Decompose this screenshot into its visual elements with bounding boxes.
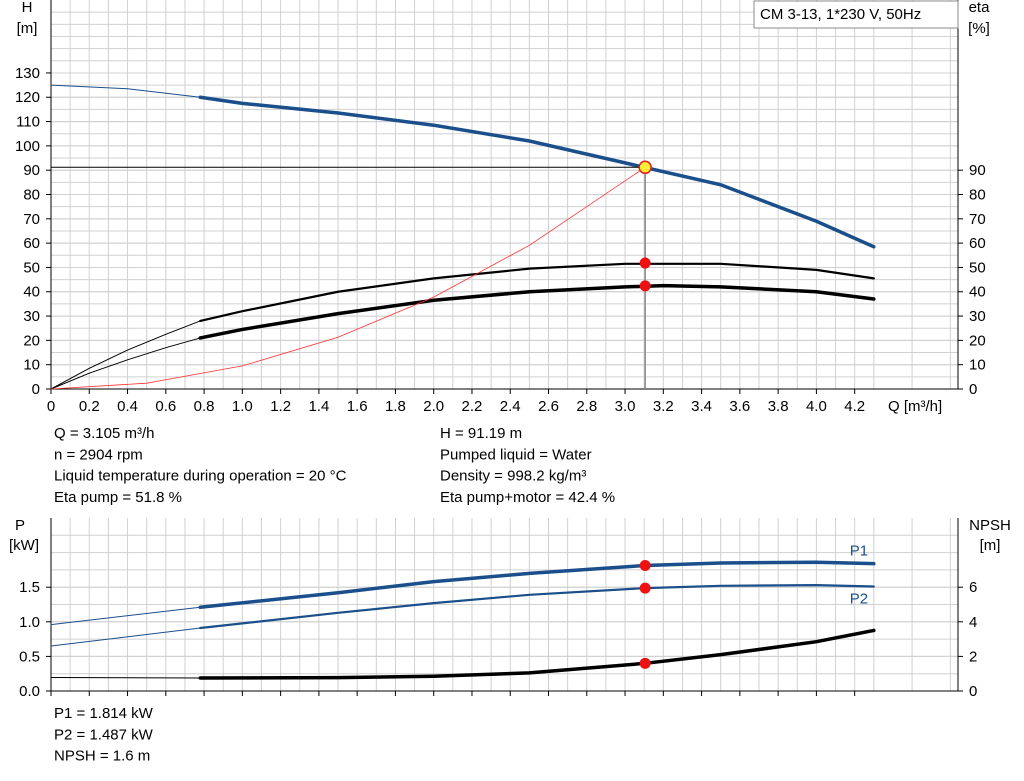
x-tick-label: 2.4	[500, 398, 521, 415]
x-tick-label: 2.0	[423, 398, 444, 415]
curve	[50, 606, 201, 626]
curve	[198, 560, 876, 610]
curve	[50, 337, 201, 390]
operating-point	[639, 257, 651, 269]
y-tick-label: 70	[23, 211, 40, 228]
y-tick-label: 1.0	[19, 614, 40, 631]
curve	[198, 283, 876, 340]
curve	[198, 95, 876, 249]
info-text: P2 = 1.487 kW	[54, 726, 154, 743]
chart-title: CM 3-13, 1*230 V, 50Hz	[760, 6, 921, 23]
info-text: NPSH = 1.6 m	[54, 748, 150, 765]
y2-axis-unit: [m]	[980, 537, 1001, 554]
y2-axis-label: eta	[969, 0, 991, 16]
x-tick-label: 1.4	[308, 398, 329, 415]
curve	[50, 677, 201, 679]
x-tick-label: 0.8	[194, 398, 215, 415]
info-text: n = 2904 rpm	[54, 446, 143, 463]
y-tick-label: 30	[23, 308, 40, 325]
y-axis-label: H	[22, 0, 33, 16]
curve	[50, 627, 201, 647]
curve	[198, 628, 876, 680]
y-tick-label: 0.5	[19, 648, 40, 665]
operating-point	[639, 280, 651, 292]
operating-point	[639, 559, 651, 571]
x-tick-label: 1.6	[347, 398, 368, 415]
info-text: Q = 3.105 m³/h	[54, 425, 154, 442]
x-tick-label: 3.2	[653, 398, 674, 415]
y2-tick-label: 4	[969, 614, 977, 631]
y2-tick-label: 50	[969, 259, 986, 276]
curve	[199, 584, 875, 630]
y2-axis-unit: [%]	[968, 20, 990, 37]
x-tick-label: 2.2	[462, 398, 483, 415]
x-tick-label: 1.2	[270, 398, 291, 415]
y-tick-label: 120	[15, 89, 40, 106]
operating-point	[638, 160, 652, 175]
x-tick-label: 0.4	[117, 398, 138, 415]
x-tick-label: 0	[47, 398, 55, 415]
x-tick-label: 2.8	[576, 398, 597, 415]
y-tick-label: 1.5	[19, 579, 40, 596]
x-tick-label: 3.6	[729, 398, 750, 415]
info-text: Eta pump = 51.8 %	[54, 489, 182, 506]
x-tick-label: 4.0	[806, 398, 827, 415]
x-tick-label: 4.2	[844, 398, 865, 415]
y-axis-unit: [kW]	[9, 537, 39, 554]
y2-tick-label: 60	[969, 235, 986, 252]
y2-tick-label: 10	[969, 357, 986, 374]
x-tick-label: 3.4	[691, 398, 712, 415]
y2-tick-label: 70	[969, 211, 986, 228]
series-label: P2	[850, 590, 868, 607]
curve	[50, 166, 646, 390]
y-tick-label: 40	[23, 284, 40, 301]
x-tick-label: 3.0	[615, 398, 636, 415]
y2-tick-label: 80	[969, 186, 986, 203]
y-tick-label: 50	[23, 259, 40, 276]
y2-tick-label: 20	[969, 332, 986, 349]
info-text: H = 91.19 m	[440, 425, 522, 442]
x-tick-label: 1.0	[232, 398, 253, 415]
series-label: P1	[850, 543, 868, 560]
y2-tick-label: 30	[969, 308, 986, 325]
x-tick-label: 3.8	[768, 398, 789, 415]
y-tick-label: 60	[23, 235, 40, 252]
title-box	[753, 0, 959, 29]
x-tick-label: 1.8	[385, 398, 406, 415]
y2-axis-label: NPSH	[969, 517, 1011, 534]
y-tick-label: 90	[23, 162, 40, 179]
y-tick-label: 80	[23, 186, 40, 203]
curve	[50, 320, 201, 390]
x-axis-label: Q [m³/h]	[888, 398, 942, 415]
x-tick-label: 2.6	[538, 398, 559, 415]
info-text: Pumped liquid = Water	[440, 446, 592, 463]
info-text: Liquid temperature during operation = 20…	[54, 468, 347, 485]
y-tick-label: 0	[32, 381, 40, 398]
y-tick-label: 130	[15, 65, 40, 82]
y-tick-label: 110	[16, 114, 40, 131]
y-tick-label: 20	[23, 332, 40, 349]
info-text: P1 = 1.814 kW	[54, 705, 154, 722]
operating-point	[639, 657, 651, 669]
y-axis-label: P	[15, 517, 25, 534]
y2-tick-label: 0	[969, 683, 977, 700]
y2-tick-label: 40	[969, 284, 986, 301]
y2-tick-label: 0	[969, 381, 977, 398]
info-text: Density = 998.2 kg/m³	[440, 468, 586, 485]
y-tick-label: 0.0	[19, 683, 40, 700]
y-tick-label: 100	[15, 138, 40, 155]
y-axis-unit: [m]	[17, 20, 38, 37]
y2-tick-label: 90	[969, 162, 986, 179]
curve	[50, 84, 201, 98]
y2-tick-label: 2	[969, 648, 977, 665]
info-text: Eta pump+motor = 42.4 %	[440, 489, 615, 506]
x-tick-label: 0.2	[79, 398, 100, 415]
y2-tick-label: 6	[969, 579, 977, 596]
y-tick-label: 10	[23, 357, 40, 374]
x-tick-label: 0.6	[155, 398, 176, 415]
curve	[199, 262, 875, 323]
operating-point	[639, 582, 651, 594]
